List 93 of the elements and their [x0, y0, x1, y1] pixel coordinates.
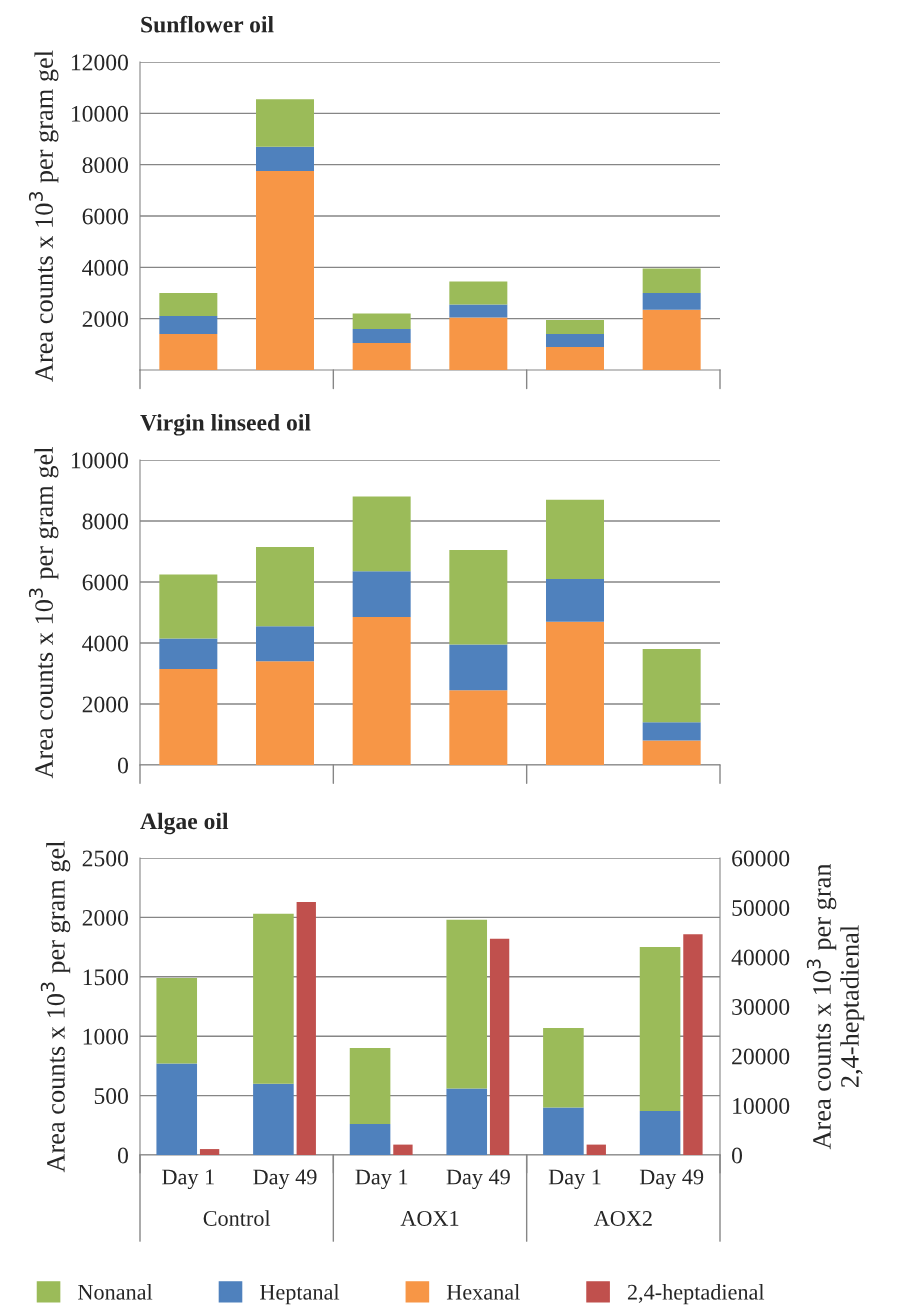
bar: [159, 574, 218, 639]
bar: [352, 496, 411, 572]
y-tick-label: 2000: [82, 909, 128, 926]
legend-label: Heptanal: [260, 1284, 340, 1305]
bar: [159, 293, 218, 317]
y-tick-label: 8000: [82, 513, 128, 530]
bar: [349, 1048, 391, 1125]
bar: [642, 268, 701, 293]
bar: [349, 1124, 391, 1155]
x-tick-label: Day 1: [548, 1169, 601, 1190]
y-tick-label: 10000: [71, 105, 128, 122]
bar: [256, 146, 314, 172]
chart-title: Sunflower oil: [141, 15, 274, 33]
legend-label: Nonanal: [78, 1284, 153, 1300]
bar: [546, 499, 604, 579]
y-tick-label: 500: [94, 1088, 128, 1105]
bar: [256, 661, 314, 765]
bar: [253, 1083, 294, 1155]
y2-tick-label: 10000: [733, 1097, 790, 1114]
text: AOX2: [593, 1210, 652, 1226]
bar: [256, 171, 314, 370]
bar: [586, 1144, 606, 1155]
bar: [642, 649, 701, 723]
y-tick-label: 1000: [83, 1028, 128, 1045]
y-axis-title: Area counts x 10$^{3}$ per gram gel: [40, 840, 71, 1173]
bar: [159, 668, 218, 765]
bar: [352, 328, 411, 344]
y2-axis-title: Area counts x 10$^{3}$ per gran 2,4-heptadienal: [806, 863, 865, 1150]
bar: [156, 977, 198, 1064]
y2-tick-label: 50000: [732, 899, 790, 916]
bar: [543, 1027, 584, 1108]
bar: [449, 317, 508, 370]
bar: [642, 722, 701, 741]
y-tick-label: 2000: [82, 696, 128, 713]
x-tick-label: Day 1: [162, 1169, 214, 1190]
bar: [449, 281, 508, 305]
y2-tick-label: 30000: [732, 998, 790, 1015]
y-tick-label: 12000: [71, 54, 128, 71]
y-tick-label: 1500: [83, 969, 128, 986]
bar: [642, 293, 701, 310]
bar: [393, 1144, 413, 1155]
bar: [256, 546, 314, 627]
y-tick-label: 6000: [82, 208, 128, 225]
x-tick-label: Day 49: [446, 1169, 510, 1190]
y-tick-label: 4000: [82, 635, 128, 652]
bar: [199, 1149, 220, 1155]
bar: [642, 309, 701, 370]
y-tick-label: 2000: [82, 311, 128, 328]
bar: [543, 1107, 584, 1155]
y-tick-label: 0: [117, 757, 128, 774]
chart-title: Virgin linseed oil: [140, 414, 311, 436]
bar: [449, 644, 508, 691]
y2-tick-label: 20000: [732, 1048, 790, 1065]
y2-tick-label: 60000: [732, 850, 790, 867]
bar: [546, 621, 604, 765]
bar: [449, 304, 508, 318]
y-axis-title: Area counts x 10$^{3}$ per gram gel: [28, 446, 59, 779]
bar: [159, 334, 218, 370]
bar: [546, 578, 604, 622]
text: Control: [203, 1210, 271, 1226]
bar: [256, 99, 314, 147]
bar: [352, 571, 411, 618]
y-tick-label: 2500: [82, 850, 128, 867]
legend-label: 2,4-heptadienal: [627, 1284, 765, 1305]
y-tick-label: 8000: [82, 157, 128, 174]
y-tick-label: 0: [117, 1147, 128, 1164]
bar: [546, 319, 604, 335]
x-tick-label: Day 49: [639, 1169, 704, 1190]
bar: [352, 343, 411, 370]
bar: [156, 1063, 198, 1155]
bar: [352, 617, 411, 765]
x-tick-label: Day 1: [355, 1169, 408, 1190]
x-tick-label: Day 49: [253, 1169, 317, 1190]
text: AOX1: [400, 1210, 459, 1226]
bar: [546, 346, 604, 370]
legend-label: Hexanal: [446, 1284, 520, 1300]
bar: [446, 1088, 488, 1155]
y-tick-label: 6000: [82, 574, 128, 591]
y2-tick-label: 0: [732, 1147, 743, 1164]
y-tick-label: 4000: [82, 259, 128, 276]
bar: [546, 334, 604, 347]
bar: [352, 313, 411, 329]
bar: [639, 1111, 681, 1155]
y-tick-label: 10000: [71, 452, 128, 469]
y-axis-title: Area counts x 10$^{3}$ per gram gel: [28, 50, 59, 382]
y2-tick-label: 40000: [731, 949, 790, 966]
bar: [159, 316, 218, 335]
chart-title: Algae oil: [140, 812, 229, 835]
bar: [642, 740, 701, 765]
bar: [159, 638, 218, 669]
bar: [449, 549, 508, 645]
bar: [256, 626, 314, 662]
bar: [449, 690, 508, 765]
